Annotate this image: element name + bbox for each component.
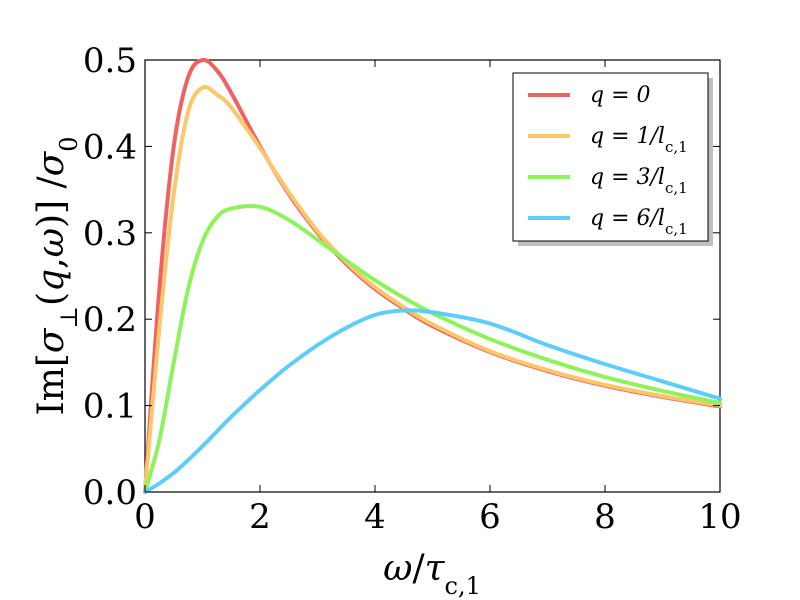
legend-items: q = 0 q = 1/lc,1 q = 3/lc,1 q = 6/lc,1 bbox=[528, 83, 688, 238]
y-axis-label: Im[σ⊥(q,ω)] /σ0 bbox=[31, 137, 83, 416]
legend: q = 0 q = 1/lc,1 q = 3/lc,1 q = 6/lc,1 bbox=[512, 72, 713, 246]
x-tick-label: 6 bbox=[479, 497, 501, 537]
legend-box bbox=[512, 72, 709, 242]
axis-ticks: 0 2 4 6 8 10 0.0 0.1 0.2 0.3 0.4 0.5 bbox=[83, 41, 742, 537]
x-tick-label: 0 bbox=[134, 497, 156, 537]
legend-label-0: q = 0 bbox=[590, 83, 651, 108]
legend-label-2: q = 3/lc,1 bbox=[590, 165, 688, 197]
y-tick-label: 0.3 bbox=[83, 214, 137, 254]
y-tick-label: 0.2 bbox=[83, 300, 137, 340]
x-tick-label: 8 bbox=[594, 497, 616, 537]
y-tick-label: 0.5 bbox=[83, 41, 137, 81]
y-tick-label: 0.0 bbox=[83, 473, 137, 513]
y-tick-label: 0.1 bbox=[83, 387, 137, 427]
series-group bbox=[143, 57, 722, 494]
series-line-2 bbox=[143, 204, 722, 494]
legend-label-1: q = 1/lc,1 bbox=[590, 124, 688, 156]
x-tick-label: 4 bbox=[364, 497, 386, 537]
series-line-3 bbox=[143, 308, 722, 494]
legend-label-3: q = 6/lc,1 bbox=[590, 206, 688, 238]
y-tick-label: 0.4 bbox=[83, 127, 137, 167]
x-axis-label: ω/τc,1 bbox=[383, 548, 481, 600]
x-tick-label: 2 bbox=[249, 497, 271, 537]
series-line-1 bbox=[143, 84, 722, 494]
x-tick-label: 10 bbox=[698, 497, 741, 537]
